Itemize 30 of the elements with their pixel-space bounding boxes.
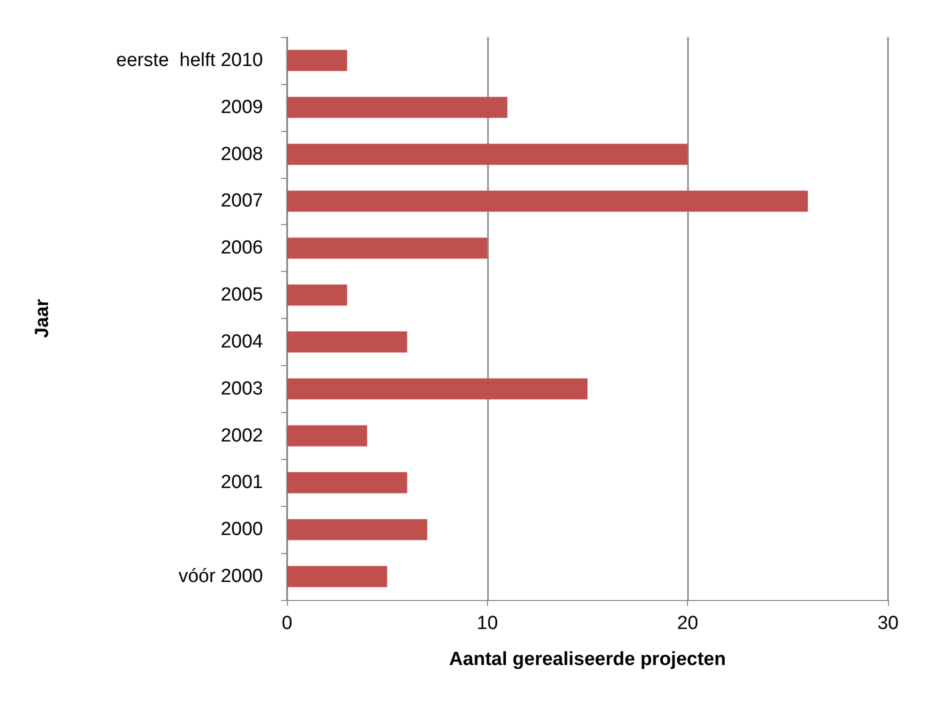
y-tick-label: 2000 [220,519,263,540]
bar [287,472,408,494]
y-tick-label: 2003 [220,378,263,400]
bar [287,238,488,259]
bar [287,566,388,588]
y-tick-label: 2007 [220,190,263,212]
bar [287,378,588,400]
y-tick-label: 2001 [220,472,263,494]
y-tick-label: eerste helft 2010 [116,50,263,71]
y-tick-label: 2002 [220,425,263,446]
x-axis-title: Aantal gerealiseerde projecten [449,649,726,670]
bar [287,331,408,353]
y-tick-label: 2006 [220,238,263,259]
y-tick-label: 2008 [220,144,263,165]
y-axis-title: Jaar [32,298,53,338]
bar [287,190,808,212]
y-tick-label: vóór 2000 [178,566,263,588]
bar [287,284,348,306]
bar [287,519,428,540]
y-tick-label: 2009 [220,96,263,118]
y-tick-label: 2005 [220,284,263,306]
bar [287,425,368,446]
bar [287,50,348,72]
x-tick-label: 10 [476,613,498,634]
x-tick-label: 20 [677,613,698,634]
x-tick-label: 30 [877,613,899,634]
bar [287,144,688,165]
x-tick-label: 0 [282,613,292,634]
bar [287,96,508,118]
y-tick-label: 2004 [220,331,264,352]
